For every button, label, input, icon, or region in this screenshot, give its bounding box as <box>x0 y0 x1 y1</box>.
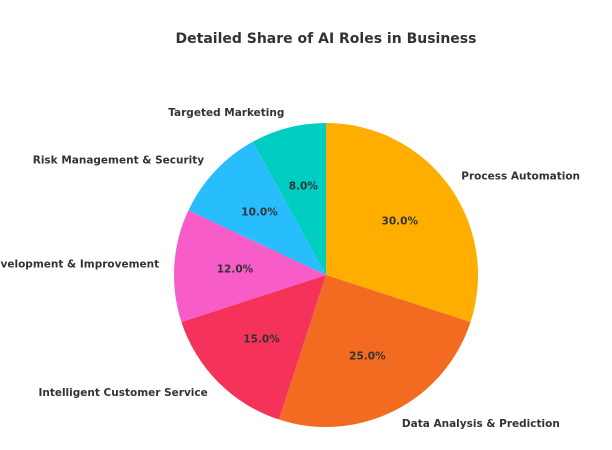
slice-label-targeted-marketing: Targeted Marketing <box>168 107 284 119</box>
slice-label-data-analysis-and-prediction: Data Analysis & Prediction <box>402 418 560 430</box>
slice-pct-label-risk-management-and-security: 10.0% <box>241 207 278 219</box>
pie-slice-targeted-marketing <box>252 122 326 275</box>
slice-label-process-automation: Process Automation <box>461 171 580 183</box>
pie-slice-data-analysis-and-prediction <box>279 275 471 427</box>
pie-slice-intelligent-customer-service <box>181 275 326 420</box>
pie-slice-product-development-and-improvement <box>174 210 326 322</box>
chart-title: Detailed Share of AI Roles in Business <box>176 31 477 47</box>
slice-pct-label-process-automation: 30.0% <box>382 215 419 227</box>
slice-label-intelligent-customer-service: Intelligent Customer Service <box>38 387 207 399</box>
labels-layer: Process Automation 30.0% Data Analysis & P… <box>0 107 580 430</box>
slice-pct-label-intelligent-customer-service: 15.0% <box>243 333 280 345</box>
slice-pct-label-targeted-marketing: 8.0% <box>289 181 319 193</box>
slice-pct-label-data-analysis-and-prediction: 25.0% <box>349 350 386 362</box>
slice-label-risk-management-and-security: Risk Management & Security <box>33 155 205 167</box>
slice-pct-label-product-development-and-improvement: 12.0% <box>217 263 254 275</box>
pie-slice-process-automation <box>326 123 478 322</box>
pie-slice-risk-management-and-security <box>188 141 326 275</box>
slices-layer <box>174 122 478 427</box>
slice-label-product-development-and-improvement: Product Development & Improvement <box>0 259 159 271</box>
